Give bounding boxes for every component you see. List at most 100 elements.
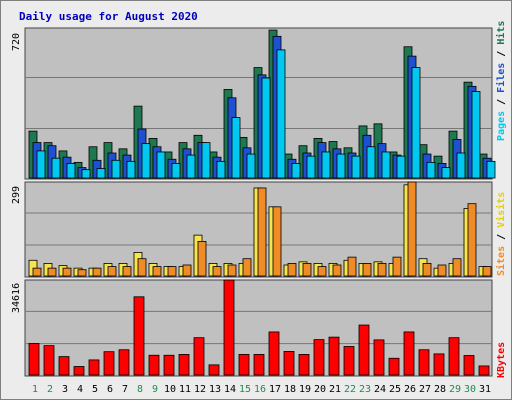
chart-title: Daily usage for August 2020 [19,10,198,23]
panel-1-max-label: 720 [11,33,22,51]
bar-visits-day-26 [407,181,417,277]
bar-kbytes-day-11 [178,354,190,376]
bar-kbytes-day-19 [298,354,310,376]
bar-visits-day-30 [467,203,477,277]
bar-pages-day-9 [156,151,166,179]
x-tick-label: 23 [359,384,371,395]
bar-kbytes-day-1 [28,343,40,376]
bar-visits-day-6 [107,266,117,277]
bar-visits-day-27 [422,263,432,277]
bar-kbytes-day-29 [448,337,460,376]
x-tick-label: 17 [269,384,281,395]
bar-kbytes-day-15 [238,354,250,376]
x-tick-label: 26 [404,384,416,395]
bar-visits-day-5 [92,267,102,277]
bar-pages-day-12 [201,142,211,179]
bar-kbytes-day-26 [403,331,415,376]
bar-kbytes-day-25 [388,357,400,376]
bar-visits-day-25 [392,256,402,277]
x-tick-label: 22 [344,384,356,395]
x-tick-label: 13 [209,384,221,395]
bar-pages-day-23 [366,146,376,179]
bar-kbytes-day-18 [283,350,295,376]
bar-kbytes-day-2 [43,345,55,376]
bar-kbytes-day-16 [253,354,265,376]
bar-pages-day-1 [36,150,46,179]
bar-kbytes-day-6 [103,351,115,376]
bar-visits-day-7 [122,266,132,277]
bar-visits-day-16 [257,187,267,277]
bar-visits-day-2 [47,267,57,277]
x-tick-label: 1 [32,384,38,395]
x-tick-label: 28 [434,384,446,395]
x-tick-label: 19 [299,384,311,395]
bar-marks [28,29,496,376]
legend-panel-2: Sites / Visits [495,192,507,276]
bar-visits-day-8 [137,258,147,277]
bar-pages-day-25 [396,155,406,179]
bar-kbytes-day-10 [163,354,175,376]
bar-visits-day-20 [317,266,327,277]
bar-visits-day-19 [302,263,312,277]
bar-pages-day-13 [216,160,226,179]
bar-pages-day-14 [231,117,241,179]
bar-pages-day-29 [456,152,466,179]
x-tick-label: 10 [164,384,176,395]
bar-visits-day-28 [437,264,447,277]
bar-kbytes-day-20 [313,339,325,376]
bar-pages-day-20 [321,151,331,179]
bar-kbytes-day-24 [373,339,385,376]
x-tick-label: 5 [92,384,98,395]
x-tick-label: 18 [284,384,296,395]
bar-pages-day-30 [471,91,481,179]
bar-pages-day-11 [186,154,196,179]
bar-pages-day-7 [126,160,136,179]
panel-3-max-label: 34616 [11,283,22,313]
bar-kbytes-day-13 [208,364,220,376]
legend-files: Files [495,63,507,93]
bar-kbytes-day-4 [73,366,85,376]
bar-pages-day-5 [96,168,106,179]
x-tick-label: 24 [374,384,386,395]
bar-pages-day-17 [276,49,286,179]
x-axis-day-labels: 1 2 3 4 5 6 7 8 9 10 11 12 13 14 15 16 17 18 19 20 21 22 23 24 2… [32,384,491,395]
legend-visits: Visits [495,192,507,228]
legend-sites: Sites [495,246,507,276]
bar-pages-day-19 [306,155,316,179]
bar-visits-day-17 [272,206,282,277]
bar-visits-day-10 [167,266,177,277]
bar-kbytes-day-23 [358,324,370,376]
bar-pages-day-28 [441,167,451,179]
bar-pages-day-31 [486,160,496,179]
bar-kbytes-day-31 [478,365,490,376]
bar-pages-day-18 [291,163,301,179]
x-tick-label: 16 [254,384,266,395]
bar-visits-day-4 [77,269,87,277]
bar-visits-day-1 [32,267,42,277]
bar-kbytes-day-27 [418,349,430,376]
x-tick-label: 30 [464,384,476,395]
bar-pages-day-27 [426,161,436,179]
bar-kbytes-day-17 [268,331,280,376]
bar-visits-day-3 [62,267,72,277]
bar-visits-day-12 [197,241,207,277]
bar-kbytes-day-5 [88,359,100,376]
bar-pages-day-21 [336,153,346,179]
bar-pages-day-10 [171,163,181,179]
bar-kbytes-day-7 [118,349,130,376]
bar-kbytes-day-28 [433,353,445,376]
x-tick-label: 2 [47,384,53,395]
bar-pages-day-6 [111,159,121,179]
bar-pages-day-4 [81,169,91,179]
x-tick-label: 15 [239,384,251,395]
x-tick-label: 20 [314,384,326,395]
bar-kbytes-day-8 [133,296,145,376]
bar-visits-day-13 [212,266,222,277]
bar-pages-day-16 [261,77,271,179]
bar-pages-day-24 [381,151,391,179]
bar-visits-day-23 [362,263,372,277]
bar-kbytes-day-3 [58,356,70,376]
x-tick-label: 31 [479,384,491,395]
bar-visits-day-22 [347,256,357,277]
